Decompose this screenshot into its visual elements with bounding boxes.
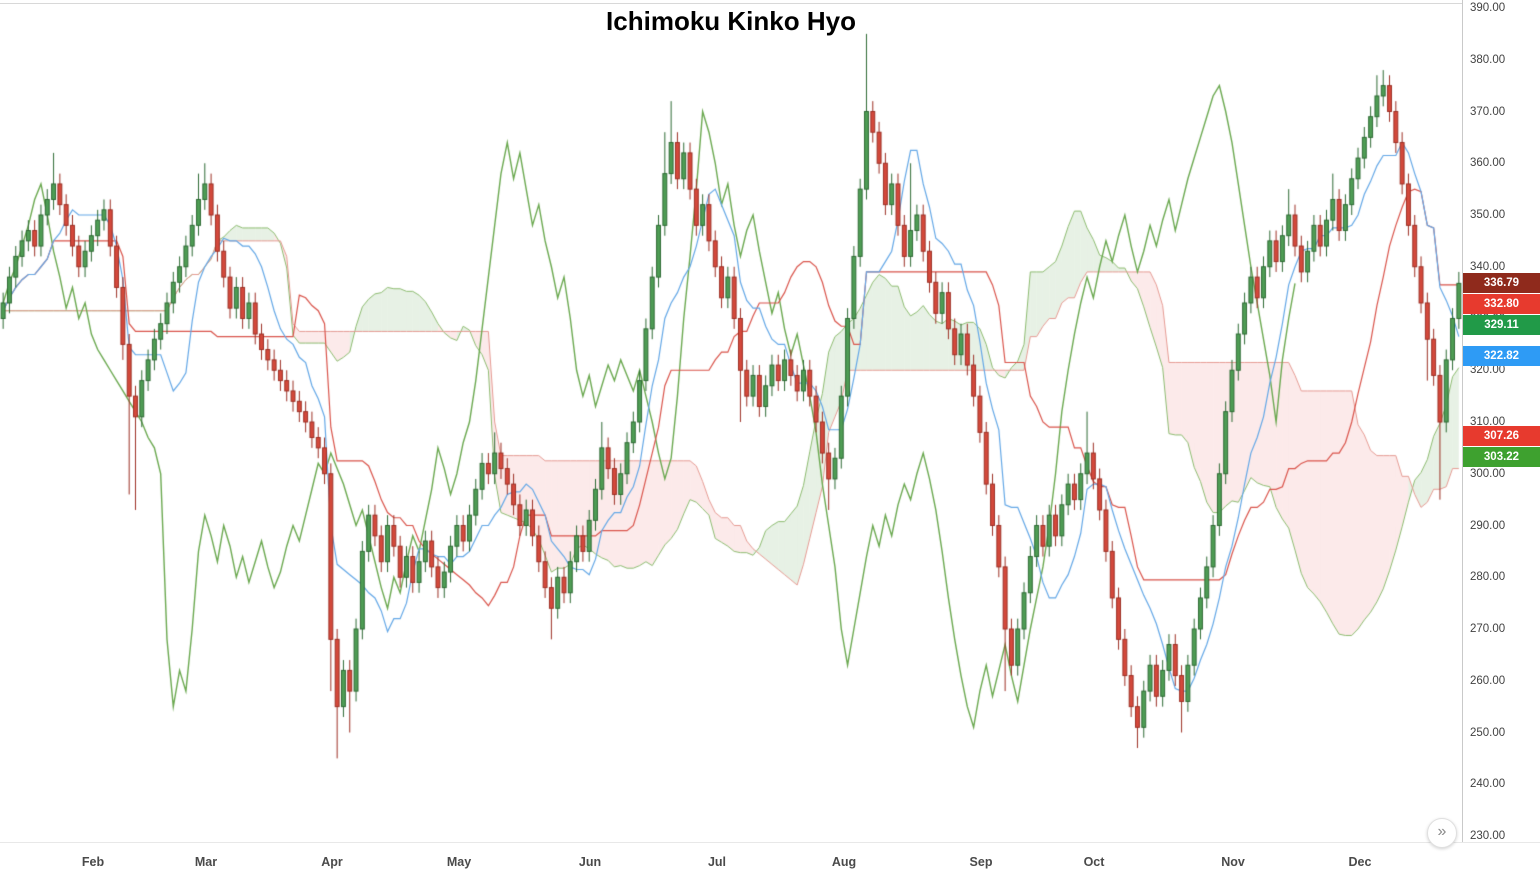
- x-axis-month-label: Feb: [81, 855, 105, 869]
- y-axis-tick-label: 390.00: [1470, 2, 1506, 14]
- time-axis[interactable]: Feb Mar Apr May Jun Jul Aug Sep Oct Nov Dec: [0, 842, 1540, 878]
- y-axis-tick-label: 280.00: [1470, 571, 1506, 584]
- x-axis-month-label: Oct: [1083, 855, 1105, 869]
- y-axis-tick-label: 330.00: [1470, 312, 1506, 325]
- x-axis-month-label: May: [446, 855, 472, 869]
- y-axis-tick-label: 380.00: [1470, 53, 1506, 66]
- x-axis-month-label: Jul: [707, 855, 727, 869]
- y-axis-tick-label: 350.00: [1470, 209, 1506, 221]
- price-axis[interactable]: 390.00 380.00 370.00 360.00 350.00 340.00 330.…: [1462, 0, 1540, 842]
- x-axis-month-label: Jun: [578, 855, 602, 869]
- ichimoku-chart-canvas[interactable]: [0, 0, 1462, 842]
- y-axis-tick-label: 290.00: [1470, 519, 1506, 532]
- x-axis-month-label: Mar: [194, 855, 218, 869]
- x-axis-month-label: Apr: [321, 855, 343, 869]
- y-axis-tick-label: 360.00: [1470, 157, 1506, 170]
- y-axis-tick-label: 270.00: [1470, 623, 1506, 635]
- x-axis-month-label: Nov: [1221, 855, 1245, 869]
- y-axis-tick-label: 230.00: [1470, 830, 1506, 842]
- y-axis-tick-label: 240.00: [1470, 778, 1506, 791]
- y-axis-tick-label: 320.00: [1470, 364, 1506, 377]
- scroll-right-button[interactable]: »: [1427, 818, 1457, 848]
- y-axis-tick-label: 310.00: [1470, 416, 1506, 428]
- y-axis-tick-label: 260.00: [1470, 674, 1506, 687]
- y-axis-tick-label: 370.00: [1470, 105, 1506, 118]
- y-axis-tick-label: 250.00: [1470, 726, 1506, 739]
- x-axis-month-label: Sep: [969, 855, 993, 869]
- y-axis-tick-label: 340.00: [1470, 260, 1506, 273]
- y-axis-tick-label: 300.00: [1470, 467, 1506, 480]
- x-axis-month-label: Aug: [831, 855, 857, 869]
- x-axis-month-label: Dec: [1348, 855, 1372, 869]
